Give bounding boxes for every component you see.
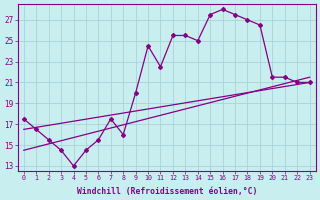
X-axis label: Windchill (Refroidissement éolien,°C): Windchill (Refroidissement éolien,°C) (76, 187, 257, 196)
